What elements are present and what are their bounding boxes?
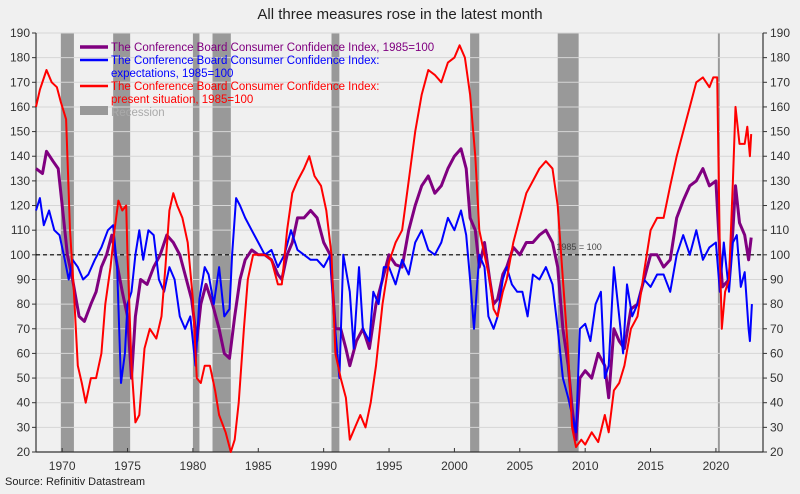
x-tick-label: 2005 <box>506 459 533 473</box>
legend-label: present situation, 1985=100 <box>111 94 253 106</box>
y-tick-label-right: 130 <box>770 174 790 188</box>
y-tick-label-right: 20 <box>770 445 784 459</box>
y-tick-label-left: 180 <box>10 51 30 65</box>
y-tick-label-left: 70 <box>17 322 31 336</box>
y-tick-label-left: 190 <box>10 26 30 40</box>
y-tick-label-left: 40 <box>17 396 31 410</box>
y-tick-label-right: 160 <box>770 100 790 114</box>
series-lines <box>35 44 753 453</box>
recession-band <box>192 33 200 452</box>
x-tick-label: 1990 <box>310 459 337 473</box>
y-tick-label-left: 90 <box>17 272 31 286</box>
y-tick-label-right: 80 <box>770 297 784 311</box>
y-tick-label-left: 60 <box>17 346 31 360</box>
legend-label: The Conference Board Consumer Confidence… <box>111 81 380 93</box>
y-tick-label-right: 190 <box>770 26 790 40</box>
chart-title: All three measures rose in the latest mo… <box>257 6 543 23</box>
legend-label: The Conference Board Consumer Confidence… <box>111 42 434 54</box>
legend: The Conference Board Consumer Confidence… <box>80 42 434 119</box>
y-tick-label-left: 100 <box>10 248 30 262</box>
series-line <box>35 147 753 442</box>
y-tick-label-left: 30 <box>17 420 31 434</box>
recession-band <box>212 33 231 452</box>
y-tick-label-right: 90 <box>770 272 784 286</box>
y-tick-label-left: 50 <box>17 371 31 385</box>
x-tick-label: 1975 <box>114 459 141 473</box>
y-tick-label-left: 120 <box>10 199 30 213</box>
y-tick-label-left: 20 <box>17 445 31 459</box>
x-tick-label: 2020 <box>703 459 730 473</box>
y-tick-label-right: 70 <box>770 322 784 336</box>
recession-band <box>331 33 340 452</box>
legend-label-recession: Recession <box>111 107 165 119</box>
recession-bands <box>60 33 720 452</box>
x-tick-label: 1970 <box>49 459 76 473</box>
y-tick-label-left: 150 <box>10 125 30 139</box>
legend-label: expectations, 1985=100 <box>111 68 233 80</box>
y-tick-label-right: 50 <box>770 371 784 385</box>
legend-swatch-recession <box>80 106 108 115</box>
y-tick-label-right: 40 <box>770 396 784 410</box>
y-tick-label-right: 60 <box>770 346 784 360</box>
y-tick-label-left: 140 <box>10 149 30 163</box>
source-note: Source: Refinitiv Datastream <box>5 476 145 488</box>
y-tick-label-left: 110 <box>11 223 30 237</box>
x-tick-label: 1985 <box>245 459 272 473</box>
y-tick-label-right: 150 <box>770 125 790 139</box>
y-tick-label-left: 80 <box>17 297 31 311</box>
y-tick-label-right: 100 <box>770 248 790 262</box>
y-tick-label-right: 30 <box>770 420 784 434</box>
series-line <box>35 197 753 434</box>
x-tick-label: 1995 <box>376 459 403 473</box>
reference-line-group: 1985 = 100 <box>36 242 763 256</box>
recession-band <box>557 33 579 452</box>
x-tick-label: 2010 <box>572 459 599 473</box>
recession-band <box>470 33 480 452</box>
y-tick-label-right: 180 <box>770 51 790 65</box>
x-tick-label: 1980 <box>180 459 207 473</box>
series-line <box>35 44 753 453</box>
x-tick-label: 2015 <box>637 459 664 473</box>
y-tick-label-left: 160 <box>10 100 30 114</box>
y-tick-label-left: 170 <box>10 75 30 89</box>
legend-label: The Conference Board Consumer Confidence… <box>111 55 380 67</box>
y-tick-label-right: 140 <box>770 149 790 163</box>
y-tick-label-left: 130 <box>10 174 30 188</box>
y-tick-label-right: 120 <box>770 199 790 213</box>
reference-line-label: 1985 = 100 <box>556 242 601 252</box>
x-tick-label: 2000 <box>441 459 468 473</box>
y-tick-label-right: 110 <box>770 223 789 237</box>
y-tick-label-right: 170 <box>770 75 790 89</box>
